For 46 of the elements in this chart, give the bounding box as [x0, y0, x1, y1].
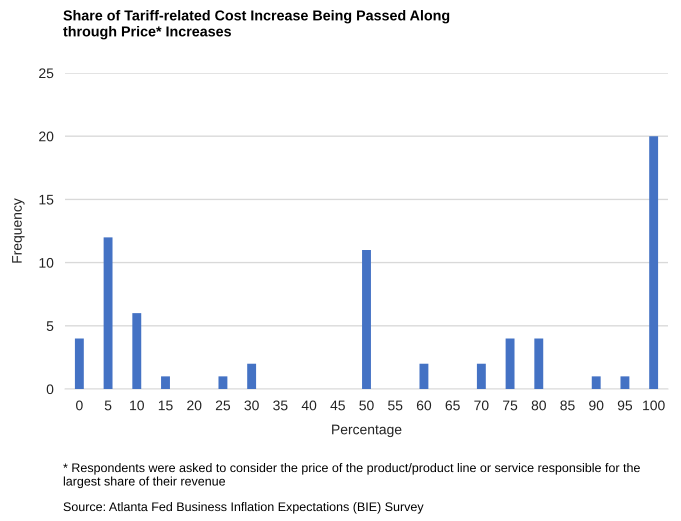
bar — [476, 364, 486, 389]
x-tick-label: 15 — [158, 400, 173, 410]
chart-title: Share of Tariff-related Cost Increase Being Passed Along through Price* Increases — [63, 10, 450, 40]
x-tick-label: 60 — [416, 400, 432, 410]
y-tick-label: 20 — [39, 132, 54, 142]
y-axis-title: Frequency — [12, 198, 25, 263]
x-tick-label: 65 — [446, 400, 460, 410]
y-tick-label: 0 — [46, 384, 54, 394]
x-tick-label: 85 — [560, 400, 575, 410]
x-tick-label: 80 — [532, 400, 546, 410]
text: * Respondents were asked to consider the price of the product/product line or service responsible for the largest share of their revenue — [63, 463, 640, 488]
x-tick-label: 0 — [76, 400, 83, 410]
bar — [247, 364, 256, 389]
x-axis-title: Percentage — [332, 424, 402, 438]
x-tick-label: 30 — [244, 400, 259, 410]
bar — [534, 338, 544, 389]
bar — [649, 136, 658, 389]
y-tick-label: 25 — [39, 68, 54, 78]
x-tick-label: 50 — [359, 400, 374, 410]
x-tick-label: 10 — [130, 400, 144, 410]
bar — [419, 364, 428, 389]
x-tick-label: 70 — [474, 400, 489, 410]
bar — [74, 338, 84, 389]
x-tick-label: 90 — [589, 400, 604, 410]
x-tick-label: 40 — [302, 400, 316, 410]
source-note: Source: Atlanta Fed Business Inflation Expectations (BIE) Survey — [64, 502, 424, 514]
x-tick-label: 20 — [187, 400, 202, 410]
x-tick-label: 45 — [330, 400, 345, 410]
y-tick-label: 10 — [40, 258, 54, 268]
x-tick-label: 25 — [216, 400, 230, 410]
bar — [592, 376, 601, 389]
y-tick-label: 5 — [46, 321, 54, 331]
bar — [132, 313, 142, 389]
bar — [620, 376, 630, 389]
y-tick-label: 15 — [40, 194, 54, 205]
x-tick-label: 5 — [104, 400, 112, 410]
x-tick-label: 95 — [618, 400, 632, 410]
x-tick-label: 75 — [503, 400, 518, 410]
x-tick-label: 55 — [388, 400, 402, 410]
bar — [161, 376, 170, 389]
bar — [218, 376, 228, 389]
x-tick-label: 100 — [643, 400, 665, 410]
x-tick-label: 35 — [273, 400, 288, 410]
bar — [362, 250, 371, 389]
bar — [506, 338, 515, 389]
bar — [104, 237, 113, 389]
